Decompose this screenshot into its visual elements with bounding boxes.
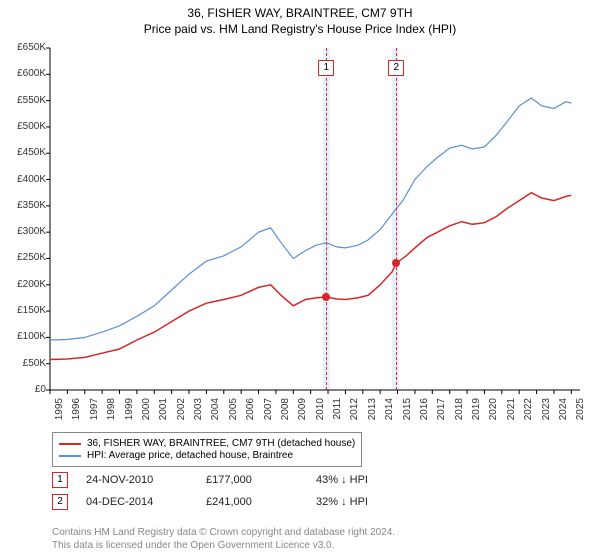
x-tick-label: 2012 [349, 398, 360, 426]
legend-swatch [59, 455, 81, 457]
footer-attribution: Contains HM Land Registry data © Crown c… [52, 526, 395, 552]
sale-row: 1 24-NOV-2010£177,00043% ↓ HPI [52, 472, 436, 488]
plot-svg [50, 48, 580, 390]
legend-swatch [59, 443, 81, 445]
sale-vs-hpi: 32% ↓ HPI [316, 496, 436, 508]
x-tick-label: 2004 [210, 398, 221, 426]
x-tick-label: 1999 [124, 398, 135, 426]
x-tick-label: 2014 [384, 398, 395, 426]
sale-marker-1: 1 [318, 60, 334, 76]
x-tick-label: 2021 [506, 398, 517, 426]
x-tick-label: 2017 [436, 398, 447, 426]
x-tick-label: 2023 [541, 398, 552, 426]
y-tick-label: £200K [6, 279, 46, 290]
x-tick-label: 2011 [332, 398, 343, 426]
y-tick-label: £0 [6, 384, 46, 395]
y-tick-label: £450K [6, 147, 46, 158]
sale-price: £241,000 [206, 496, 316, 508]
price-paid-chart: { "title": "36, FISHER WAY, BRAINTREE, C… [0, 0, 600, 560]
y-tick-label: £550K [6, 95, 46, 106]
x-tick-label: 2001 [158, 398, 169, 426]
x-tick-label: 2016 [419, 398, 430, 426]
x-tick-label: 2006 [245, 398, 256, 426]
y-tick-label: £250K [6, 252, 46, 263]
x-tick-label: 2022 [523, 398, 534, 426]
sale-row-marker: 2 [52, 494, 68, 510]
footer-line1: Contains HM Land Registry data © Crown c… [52, 526, 395, 539]
x-tick-label: 2019 [471, 398, 482, 426]
legend-item: 36, FISHER WAY, BRAINTREE, CM7 9TH (deta… [59, 438, 355, 449]
y-tick-label: £350K [6, 200, 46, 211]
y-tick-label: £150K [6, 305, 46, 316]
x-tick-label: 2015 [402, 398, 413, 426]
x-tick-label: 2009 [297, 398, 308, 426]
x-tick-label: 2020 [488, 398, 499, 426]
x-tick-label: 2008 [280, 398, 291, 426]
x-tick-label: 1997 [89, 398, 100, 426]
y-tick-label: £50K [6, 358, 46, 369]
series-property [50, 193, 571, 360]
y-tick-label: £600K [6, 68, 46, 79]
x-tick-label: 1998 [106, 398, 117, 426]
x-tick-label: 2000 [141, 398, 152, 426]
x-tick-label: 1995 [54, 398, 65, 426]
y-tick-label: £500K [6, 121, 46, 132]
x-tick-label: 2025 [575, 398, 586, 426]
plot-area [50, 48, 580, 390]
y-tick-label: £400K [6, 174, 46, 185]
sale-price: £177,000 [206, 474, 316, 486]
x-tick-label: 2024 [558, 398, 569, 426]
sale-vline [326, 48, 327, 390]
legend: 36, FISHER WAY, BRAINTREE, CM7 9TH (deta… [52, 432, 362, 467]
x-tick-label: 2007 [263, 398, 274, 426]
legend-item: HPI: Average price, detached house, Brai… [59, 450, 355, 461]
x-tick-label: 2018 [454, 398, 465, 426]
legend-label: 36, FISHER WAY, BRAINTREE, CM7 9TH (deta… [87, 438, 355, 449]
x-tick-label: 2003 [193, 398, 204, 426]
x-tick-label: 2010 [315, 398, 326, 426]
y-tick-label: £300K [6, 226, 46, 237]
sale-vs-hpi: 43% ↓ HPI [316, 474, 436, 486]
x-tick-label: 1996 [71, 398, 82, 426]
x-tick-label: 2002 [176, 398, 187, 426]
x-tick-label: 2013 [367, 398, 378, 426]
y-tick-label: £650K [6, 42, 46, 53]
chart-subtitle: Price paid vs. HM Land Registry's House … [0, 20, 600, 36]
sale-vline [396, 48, 397, 390]
sale-dot [322, 293, 330, 301]
chart-title: 36, FISHER WAY, BRAINTREE, CM7 9TH [0, 0, 600, 20]
sale-row: 2 04-DEC-2014£241,00032% ↓ HPI [52, 494, 436, 510]
x-tick-label: 2005 [228, 398, 239, 426]
sale-row-marker: 1 [52, 472, 68, 488]
sale-dot [392, 259, 400, 267]
sale-marker-2: 2 [388, 60, 404, 76]
footer-line2: This data is licensed under the Open Gov… [52, 539, 395, 552]
sale-date: 24-NOV-2010 [86, 474, 206, 486]
legend-label: HPI: Average price, detached house, Brai… [87, 450, 293, 461]
sale-date: 04-DEC-2014 [86, 496, 206, 508]
y-tick-label: £100K [6, 331, 46, 342]
